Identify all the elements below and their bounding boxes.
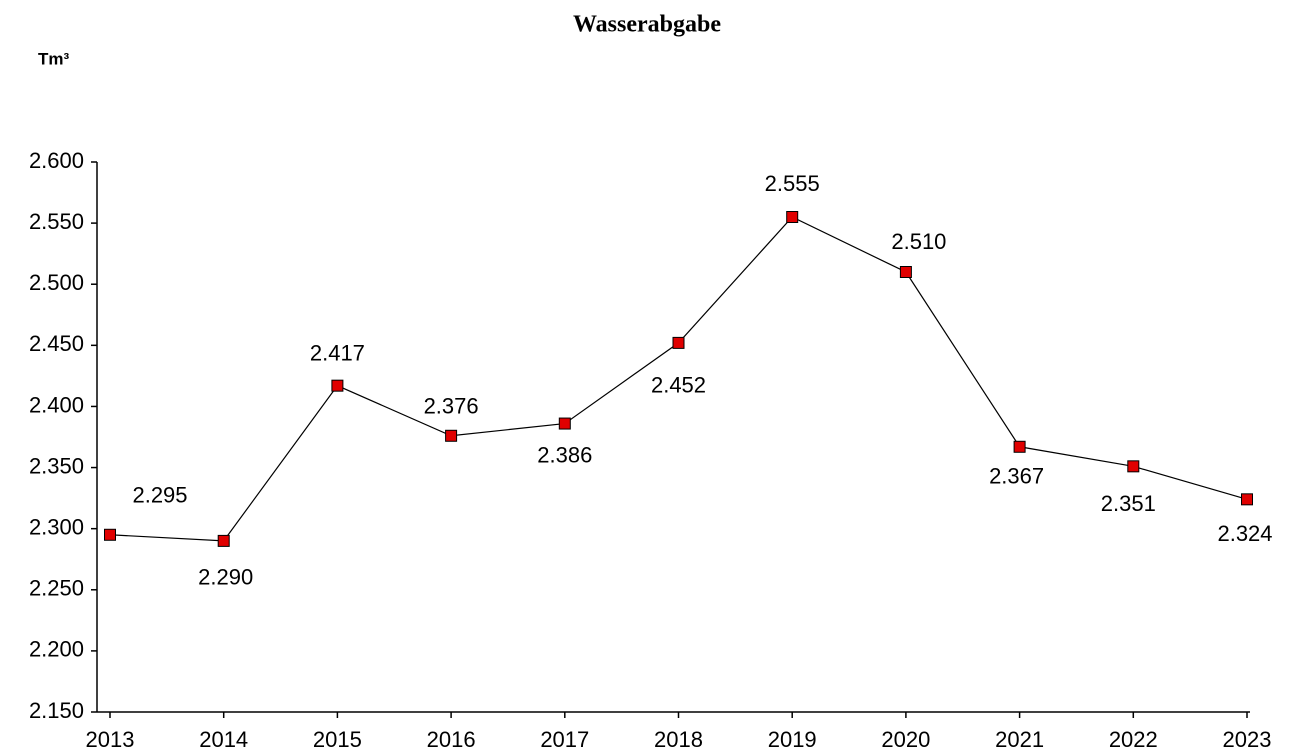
x-tick-label: 2019 — [768, 727, 817, 752]
data-label: 2.417 — [310, 340, 365, 365]
data-label: 2.376 — [424, 394, 479, 419]
data-label: 2.386 — [537, 442, 592, 467]
marker — [1241, 493, 1253, 506]
x-tick-label: 2017 — [540, 727, 589, 752]
y-tick-label: 2.150 — [29, 698, 84, 723]
marker — [558, 417, 571, 430]
marker — [217, 534, 230, 547]
data-label: 2.555 — [765, 171, 820, 196]
data-label: 2.290 — [198, 565, 253, 590]
y-tick-label: 2.600 — [29, 148, 84, 173]
y-tick-label: 2.350 — [29, 453, 84, 478]
data-label: 2.351 — [1101, 491, 1156, 516]
data-label: 2.510 — [891, 229, 946, 254]
marker — [899, 266, 912, 278]
x-tick-label: 2016 — [427, 727, 476, 752]
x-tick-label: 2015 — [313, 727, 362, 752]
x-tick-label: 2014 — [199, 727, 248, 752]
y-tick-label: 2.500 — [29, 270, 84, 295]
y-tick-label: 2.300 — [29, 514, 84, 539]
data-label: 2.367 — [989, 464, 1044, 489]
x-tick-label: 2013 — [86, 727, 135, 752]
y-tick-label: 2.400 — [29, 392, 84, 417]
y-tick-label: 2.250 — [29, 576, 84, 601]
y-tick-label: 2.200 — [29, 637, 84, 662]
data-label: 2.324 — [1217, 521, 1272, 546]
marker — [786, 211, 799, 223]
marker — [104, 528, 116, 541]
marker — [1013, 440, 1026, 453]
y-axis-unit: Tm³ — [38, 49, 70, 68]
data-label: 2.452 — [651, 373, 706, 398]
x-tick-label: 2018 — [654, 727, 703, 752]
x-tick-label: 2023 — [1223, 727, 1272, 752]
marker — [672, 336, 685, 349]
x-tick-label: 2022 — [1109, 727, 1158, 752]
x-tick-label: 2021 — [995, 727, 1044, 752]
marker — [1127, 460, 1140, 473]
marker — [331, 379, 344, 392]
data-label: 2.295 — [132, 483, 187, 508]
x-tick-label: 2020 — [881, 727, 930, 752]
marker — [445, 429, 458, 442]
chart-title: Wasserabgabe — [573, 12, 721, 38]
y-tick-label: 2.450 — [29, 331, 84, 356]
y-tick-label: 2.550 — [29, 209, 84, 234]
